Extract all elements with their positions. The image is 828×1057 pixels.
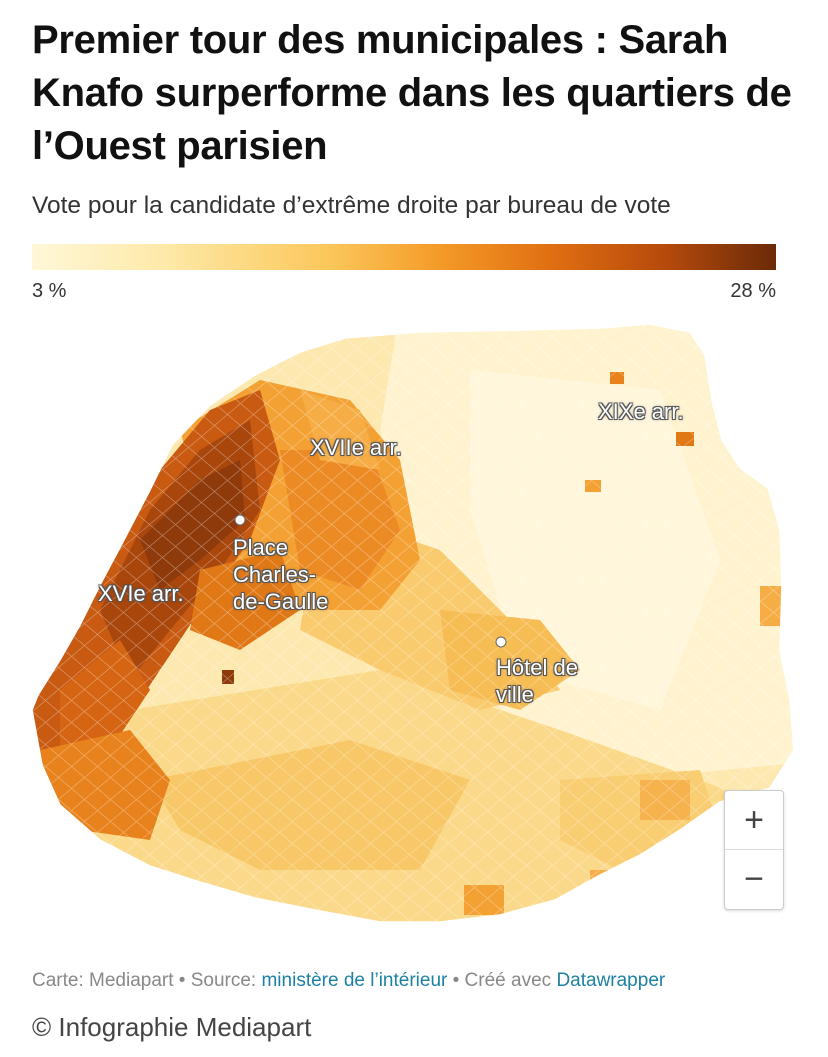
legend-min-label: 3 % — [32, 280, 67, 302]
zoom-in-button[interactable]: + — [744, 800, 764, 839]
zoom-controls: + − — [724, 790, 784, 910]
source-separator: • Source: — [173, 970, 262, 991]
chart-title: Premier tour des municipales : Sarah Kna… — [32, 18, 792, 168]
paris-choropleth-map[interactable]: XIXe arr. XVIIe arr. XVIe arr. Place Cha… — [0, 310, 828, 950]
credit-text: Carte: Mediapart — [32, 970, 174, 991]
legend-max-label: 28 % — [730, 280, 776, 302]
zoom-out-button[interactable]: − — [725, 849, 783, 908]
color-scale-legend — [32, 244, 776, 270]
label-hotel-de-ville: Hôtel de ville — [496, 655, 578, 707]
map-svg — [31, 323, 795, 923]
label-xvie-arr: XVIe arr. — [98, 581, 184, 606]
tool-separator: • Créé avec — [447, 970, 557, 991]
place-charles-de-gaulle-marker[interactable] — [234, 514, 246, 526]
label-xixe-arr: XIXe arr. — [598, 399, 684, 424]
copyright-text: © Infographie Mediapart — [32, 1012, 312, 1042]
hotel-de-ville-marker[interactable] — [495, 636, 507, 648]
label-place-charles-de-gaulle: Place Charles- de-Gaulle — [233, 535, 329, 614]
chart-subtitle: Vote pour la candidate d’extrême droite … — [32, 192, 671, 219]
label-xviie-arr: XVIIe arr. — [310, 435, 402, 460]
source-footer: Carte: Mediapart • Source: ministère de … — [32, 970, 665, 992]
datawrapper-link[interactable]: Datawrapper — [556, 970, 666, 991]
source-link[interactable]: ministère de l’intérieur — [261, 970, 448, 991]
paris-boundary — [31, 323, 795, 923]
